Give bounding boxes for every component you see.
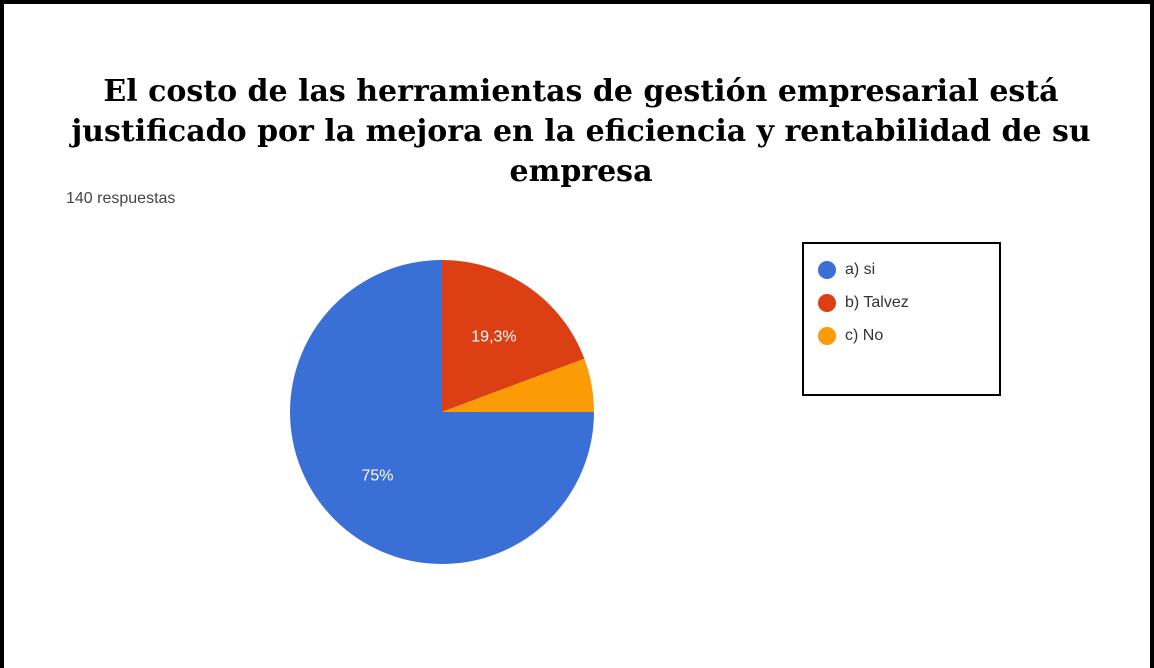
legend-label: b) Talvez [845,294,909,311]
slice-label: 19,3% [471,328,516,345]
response-count: 140 respuestas [66,190,176,207]
pie-slice [442,260,585,412]
legend-swatch [818,261,836,279]
slice-label: 75% [361,468,393,485]
legend-swatch [818,294,836,312]
legend-swatch [818,327,836,345]
pie-slice [442,358,594,412]
legend-label: c) No [845,327,883,344]
chart-title: El costo de las herramientas de gestión … [71,74,1091,189]
legend-label: a) si [845,261,875,278]
